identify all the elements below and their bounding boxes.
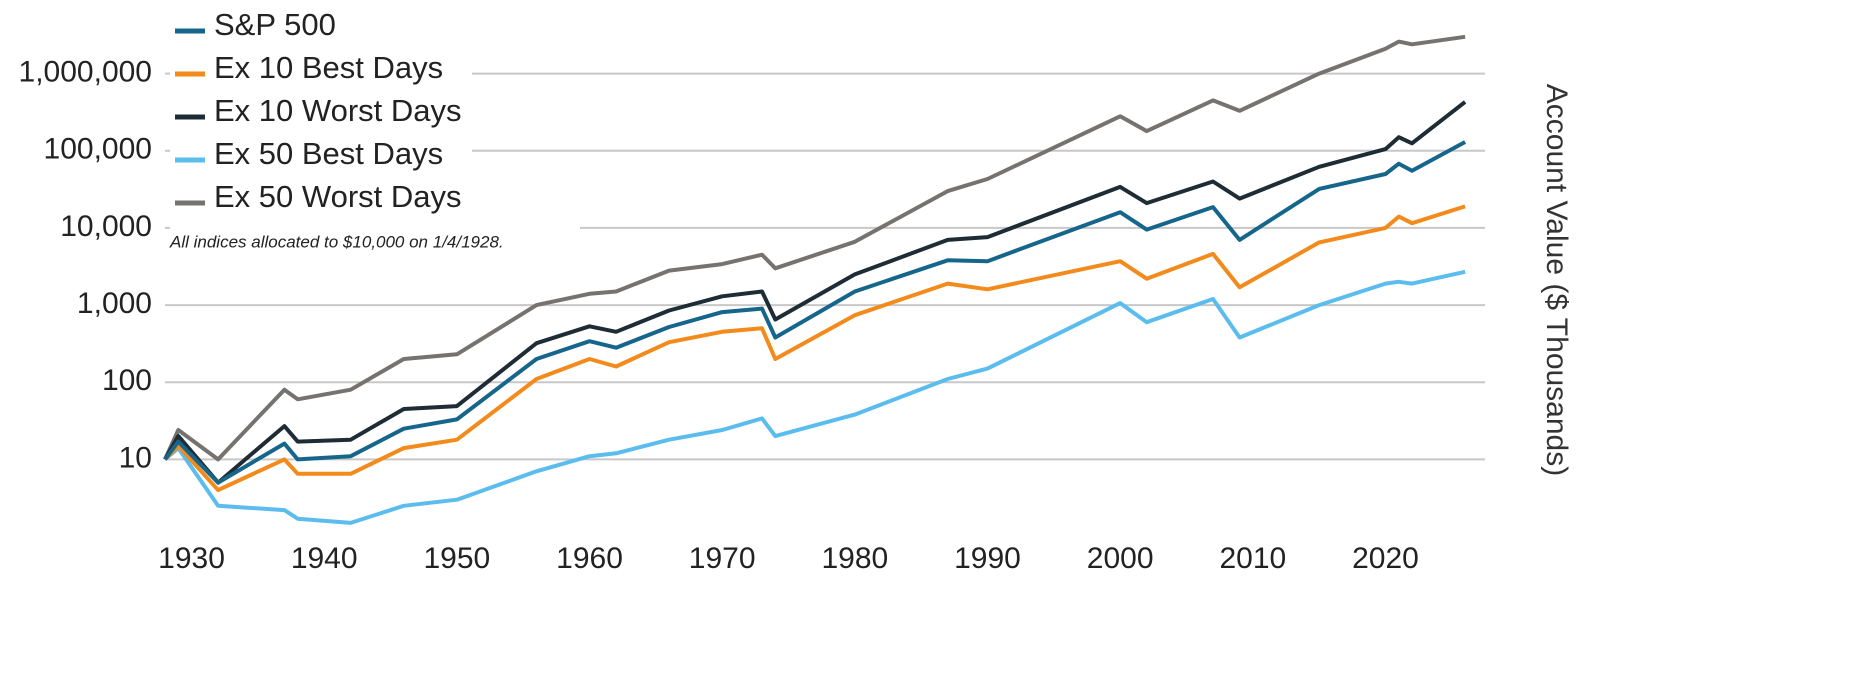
- legend-label: S&P 500: [214, 7, 336, 42]
- note: All indices allocated to $10,000 on 1/4/…: [169, 232, 504, 251]
- x-tick-label: 1990: [954, 542, 1021, 575]
- series-line: [163, 204, 1466, 493]
- note-background: [170, 220, 580, 258]
- y-tick-label: 1,000,000: [19, 56, 152, 89]
- series-line: [163, 34, 1466, 462]
- series-line: [163, 269, 1466, 525]
- legend-label: Ex 50 Worst Days: [214, 179, 462, 214]
- y-tick-label: 10: [119, 441, 152, 474]
- x-tick-label: 1970: [689, 542, 756, 575]
- series-line: [163, 140, 1467, 485]
- legend-label: Ex 10 Worst Days: [214, 93, 462, 128]
- y-tick-label: 100: [102, 364, 152, 397]
- y-axis-label: Account Value ($ Thousands): [1540, 84, 1573, 476]
- x-tick-label: 1940: [291, 542, 358, 575]
- y-tick-label: 1,000: [77, 287, 152, 320]
- legend-label: Ex 50 Best Days: [214, 136, 443, 171]
- x-tick-label: 1930: [158, 542, 225, 575]
- x-tick-label: 1950: [423, 542, 490, 575]
- legend-background: [170, 0, 472, 258]
- y-tick-label: 100,000: [44, 133, 152, 166]
- x-tick-label: 1980: [821, 542, 888, 575]
- x-tick-label: 2000: [1087, 542, 1154, 575]
- x-tick-label: 2020: [1352, 542, 1419, 575]
- series-line: [163, 100, 1467, 485]
- legend-label: Ex 10 Best Days: [214, 50, 443, 85]
- y-tick-label: 10,000: [60, 210, 152, 243]
- legend: S&P 500 Ex 10 Best Days Ex 10 Worst Days Ex…: [169, 0, 580, 258]
- x-tick-label: 1960: [556, 542, 623, 575]
- x-tick-label: 2010: [1219, 542, 1286, 575]
